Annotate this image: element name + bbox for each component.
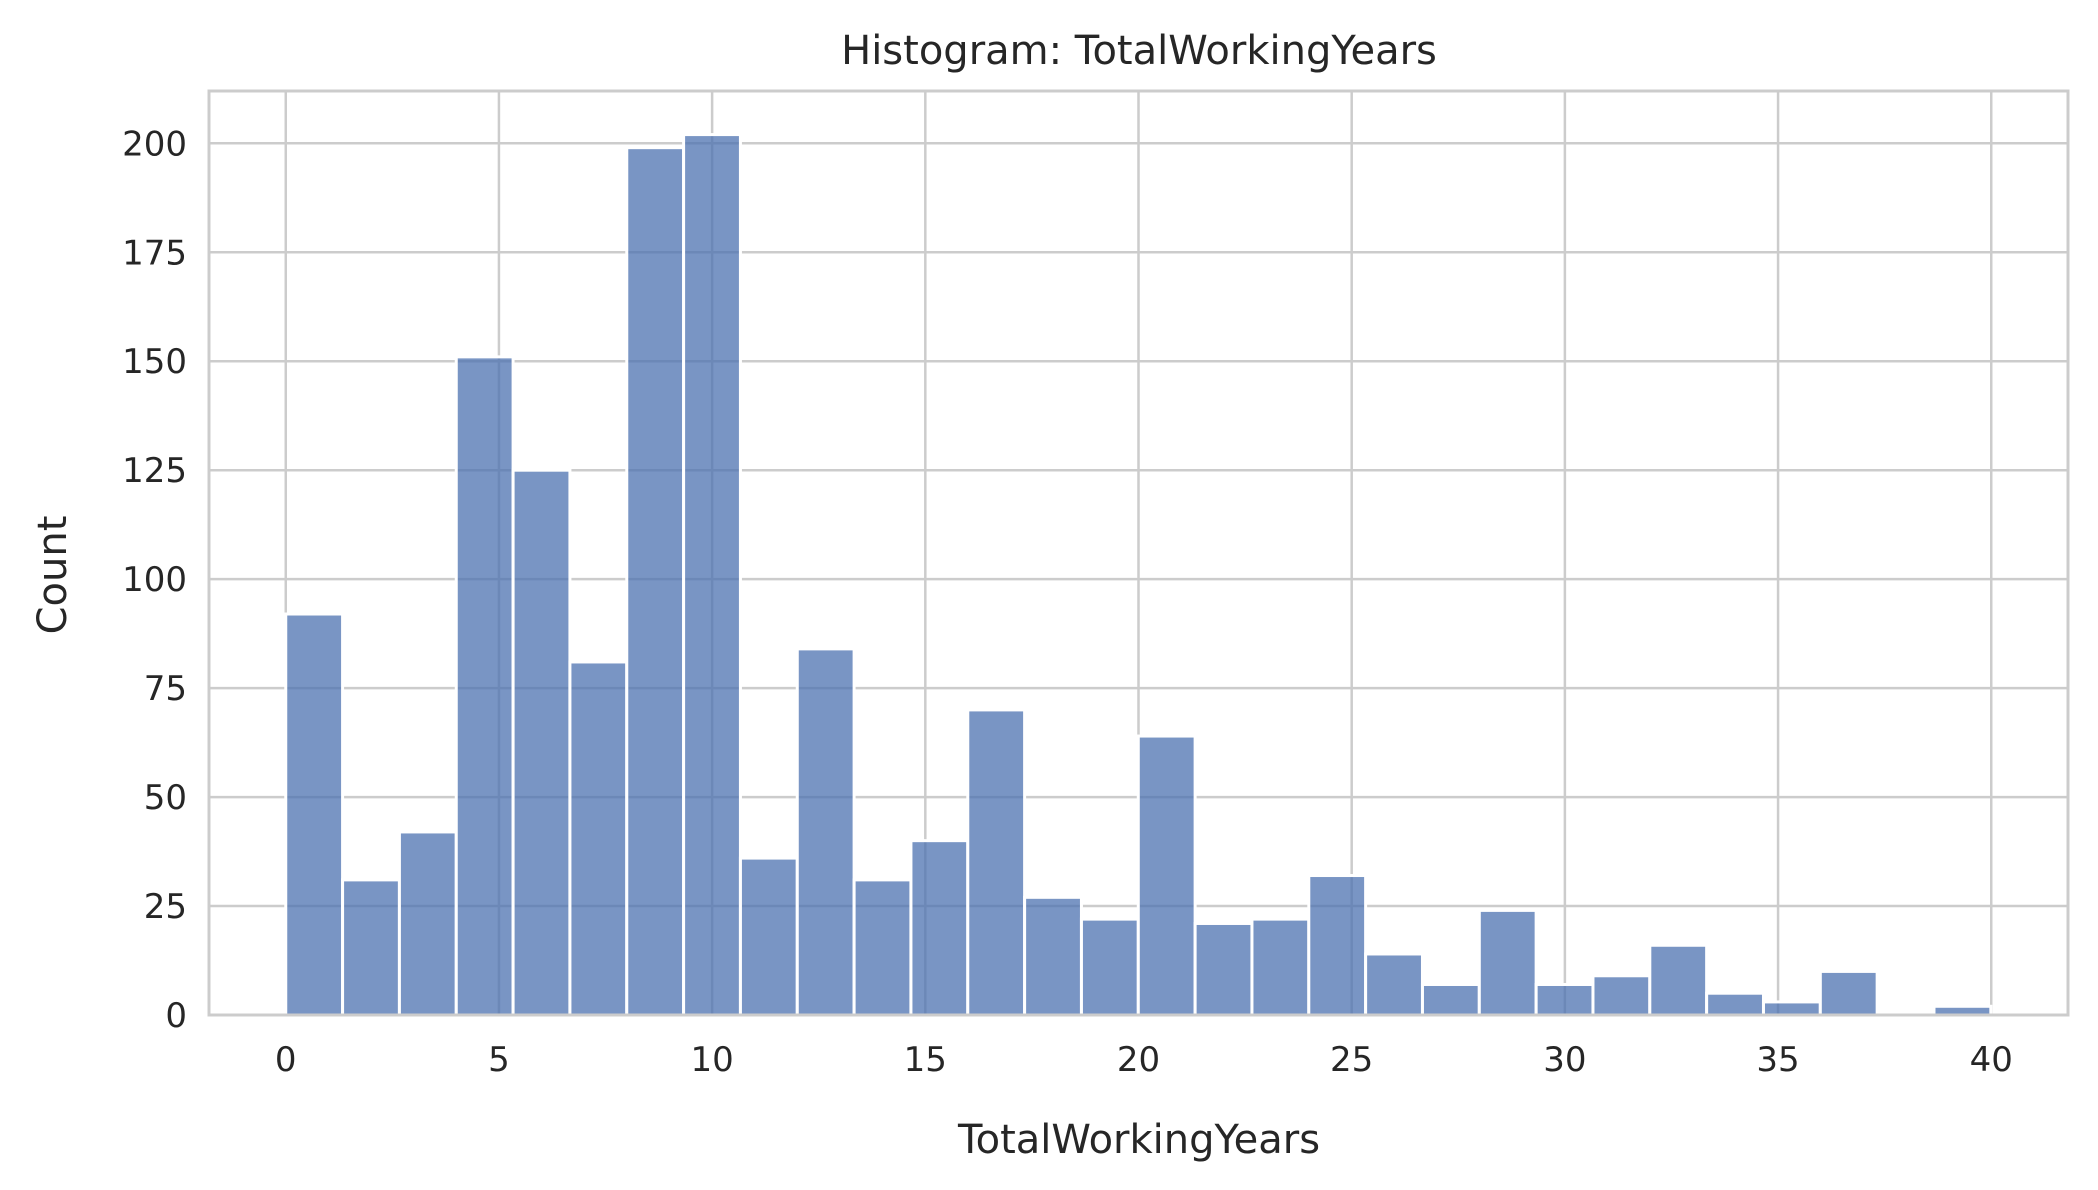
y-tick-label: 175 [122, 233, 187, 273]
histogram-bar [738, 856, 799, 1017]
x-tick-label: 10 [690, 1040, 733, 1080]
histogram-bar [568, 660, 629, 1017]
x-tick-label: 25 [1330, 1040, 1373, 1080]
histogram-bar [511, 468, 572, 1017]
y-tick-label: 75 [144, 669, 187, 709]
histogram-bar [852, 878, 913, 1017]
histogram-bar [966, 708, 1027, 1017]
histogram-bar [1477, 908, 1538, 1017]
y-tick-label: 125 [122, 451, 187, 491]
histogram-bar [795, 647, 856, 1017]
y-tick-label: 0 [165, 996, 187, 1036]
histogram-bar [1023, 895, 1083, 1017]
y-axis-title: Count [30, 516, 76, 635]
x-tick-label: 20 [1117, 1040, 1160, 1080]
x-axis-title: TotalWorkingYears [957, 1117, 1320, 1163]
histogram-bar [625, 146, 686, 1017]
histogram-bar [682, 133, 742, 1017]
histogram-bar [1136, 734, 1197, 1017]
x-tick-labels: 0 5 10 15 20 25 30 35 40 [275, 1040, 2013, 1080]
x-tick-label: 35 [1756, 1040, 1799, 1080]
plot-frame [207, 89, 2070, 1017]
histogram-bar [1648, 943, 1709, 1017]
y-tick-label: 100 [122, 560, 187, 600]
chart-title: Histogram: TotalWorkingYears [841, 28, 1437, 74]
histogram-bar [909, 839, 970, 1017]
histogram-bar [1193, 921, 1254, 1017]
histogram-bar [1761, 1000, 1822, 1017]
y-tick-label: 25 [144, 887, 187, 927]
histogram-bar [1818, 969, 1879, 1017]
histogram-bar [1591, 974, 1652, 1017]
x-tick-label: 40 [1970, 1040, 2013, 1080]
histogram-bar [1705, 991, 1765, 1017]
bars [284, 133, 1993, 1017]
histogram-bar [1420, 982, 1481, 1017]
histogram-bar [454, 355, 515, 1017]
y-tick-label: 200 [122, 124, 187, 164]
y-tick-label: 50 [144, 778, 187, 818]
histogram-bar [284, 612, 345, 1017]
x-tick-label: 5 [488, 1040, 510, 1080]
histogram-bar [397, 830, 458, 1017]
histogram-bar [1307, 874, 1368, 1017]
histogram-bar [1364, 952, 1424, 1017]
histogram-bar [1250, 917, 1311, 1017]
histogram-bar [1079, 917, 1140, 1017]
y-tick-labels: 0 25 50 75 100 125 150 175 200 [122, 124, 187, 1036]
x-tick-label: 0 [275, 1040, 297, 1080]
histogram-bar [341, 878, 401, 1017]
x-tick-label: 30 [1543, 1040, 1586, 1080]
y-tick-label: 150 [122, 342, 187, 382]
x-tick-label: 15 [904, 1040, 947, 1080]
histogram-bar [1534, 982, 1595, 1017]
